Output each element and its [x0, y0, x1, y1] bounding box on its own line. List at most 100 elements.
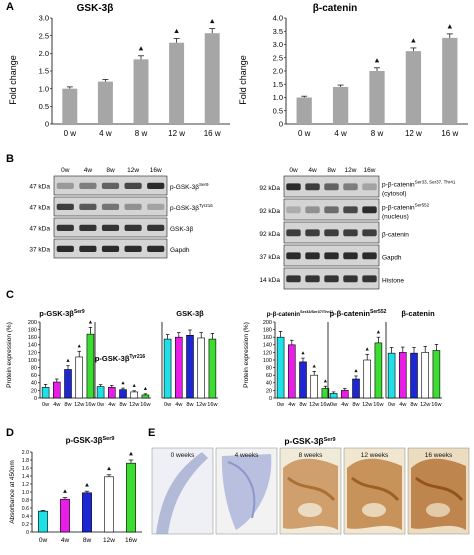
chart-title: p-GSK-3βTyr216 [95, 354, 146, 363]
y-tick-label: 180 [28, 328, 37, 334]
bar [405, 51, 422, 124]
bar [126, 462, 136, 533]
protein-name: Histone [382, 277, 404, 284]
panel-d: D Absorbance at 450nm p-GSK-3βSer9 00.20… [6, 427, 142, 544]
bar [197, 337, 205, 399]
protein-name: Gapdh [382, 254, 402, 261]
y-tick-label: 1.0 [22, 490, 29, 496]
protein-name: GSK-3β [170, 226, 194, 233]
y-tick-label: 2.0 [39, 49, 49, 58]
chart-title-name: p-GSK-3β [95, 354, 130, 363]
blot-band [286, 252, 301, 260]
blot-band [305, 275, 320, 283]
significance-marker [447, 24, 453, 29]
significance-marker [63, 489, 67, 493]
panel-e-title: p-GSK-3βSer9 [284, 436, 335, 446]
x-tick-label: 0w [42, 402, 50, 408]
x-tick-label: 4w [399, 402, 407, 408]
bar [97, 81, 113, 124]
y-tick-label: 140 [28, 343, 37, 349]
blot-band [101, 245, 120, 253]
bar [421, 352, 429, 399]
tissue-region [411, 458, 466, 530]
chart-title: p-β-cateninSer33/Ser37/Thr41 [267, 310, 333, 318]
blot-band [343, 206, 358, 214]
significance-marker [209, 19, 215, 24]
chart-title-site: Ser9 [74, 309, 85, 315]
significance-marker [312, 364, 316, 368]
panel-letter-b: B [6, 153, 14, 165]
bar [163, 338, 172, 399]
panel-e: E p-GSK-3βSer9 0 weeks 4 weeks 8 weeks 12 w… [148, 427, 470, 535]
stained-band [351, 476, 400, 502]
bar [175, 336, 183, 399]
blot-band [124, 224, 142, 232]
y-tick-label: 80 [266, 366, 272, 372]
y-tick-label: 2.0 [273, 67, 283, 76]
kda-label: 37 kDa [29, 247, 50, 254]
x-tick-label: 4w [61, 537, 70, 544]
x-tick-label: 8w [352, 402, 360, 408]
y-tick-label: 60 [266, 373, 272, 379]
bar [310, 374, 318, 399]
x-tick-label: 16w [320, 402, 331, 408]
chart-c-5: p-β-cateninSer552 0w 4w 8w 12w 16w [327, 309, 387, 408]
bar [62, 88, 78, 124]
y-tick-label: 0 [269, 396, 272, 402]
significance-marker [66, 358, 70, 362]
y-tick-label: 2.5 [39, 31, 49, 40]
x-tick-label: 16w [431, 402, 442, 408]
bar [341, 390, 349, 399]
x-tick-label: 16w [85, 402, 96, 408]
protein-label: p-GSK-3βTyr216 [170, 203, 213, 212]
bar [374, 342, 383, 399]
protein-label: Histone [382, 277, 404, 284]
y-tick-label: 2.5 [273, 53, 283, 62]
y-tick-label: 120 [28, 350, 37, 356]
bar [82, 492, 92, 533]
y-tick-label: 0.4 [22, 514, 29, 520]
blot-band [343, 275, 358, 283]
significance-marker [376, 330, 381, 334]
x-tick-label: 8w [83, 537, 92, 544]
x-tick-label: 16w [373, 402, 384, 408]
x-tick-label: 8w [299, 402, 307, 408]
panel-c: C Protein expression (%) Protein express… [6, 289, 442, 408]
x-tick-label: 16w [140, 402, 151, 408]
bar [38, 510, 48, 533]
blot-band [343, 252, 358, 260]
bar [64, 369, 72, 399]
significance-marker [354, 369, 358, 373]
bar [399, 352, 407, 399]
y-tick-label: 100 [263, 358, 272, 364]
blot-band [79, 182, 97, 190]
x-tick-label: 0w [277, 402, 285, 408]
x-tick-label: 4w [175, 402, 183, 408]
protein-site: Tyr216 [199, 203, 213, 208]
panel-letter-c: C [6, 289, 14, 301]
significance-marker [174, 28, 179, 34]
chart-title: GSK-3β [176, 309, 204, 318]
chart-c-2: p-GSK-3βTyr216 0w 4w 8w 12w 16w [94, 322, 151, 408]
lane-label: 8w [106, 167, 115, 174]
chart-title-site: Ser552 [370, 309, 387, 315]
blot-band [343, 183, 358, 191]
histology-tile: 16 weeks [407, 447, 470, 535]
kda-label: 92 kDa [259, 208, 280, 215]
x-tick-label: 16 w [441, 129, 458, 138]
lumen [298, 503, 322, 517]
x-tick-label: 8w [410, 402, 418, 408]
y-tick-label: 60 [31, 373, 37, 379]
significance-marker [77, 344, 81, 348]
panel-letter-e: E [148, 427, 155, 439]
lane-label: 12w [345, 167, 357, 174]
x-tick-label: 8 w [371, 129, 384, 138]
x-tick-label: 0w [388, 402, 396, 408]
significance-marker [323, 379, 328, 383]
tile-label: 8 weeks [299, 452, 324, 459]
bar [96, 386, 105, 399]
y-axis-label: Fold change [8, 55, 18, 105]
protein-site: Ser9 [199, 182, 209, 187]
protein-name: p-GSK-3β [170, 205, 199, 212]
bar [53, 381, 61, 399]
